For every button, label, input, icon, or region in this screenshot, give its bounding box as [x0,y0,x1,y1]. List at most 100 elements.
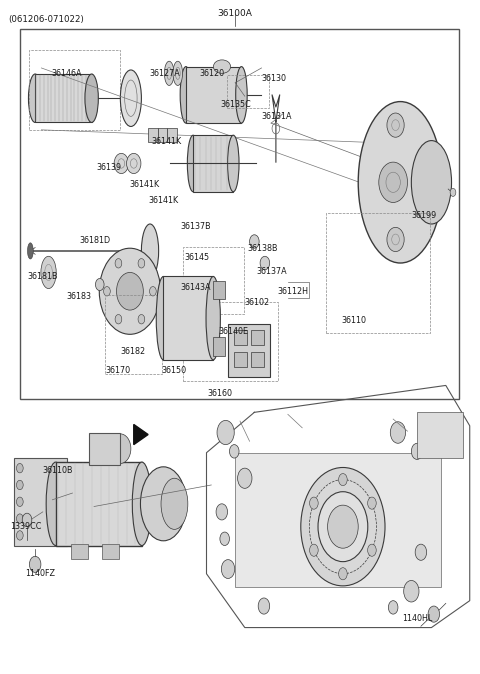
Circle shape [404,580,419,602]
Bar [29,51,120,130]
Ellipse shape [156,276,170,360]
Text: 36100A: 36100A [218,9,252,18]
Circle shape [104,286,110,296]
Circle shape [220,532,229,545]
Bar [182,302,278,381]
Text: 36181B: 36181B [27,272,58,281]
Circle shape [115,315,122,324]
Bar [89,433,120,465]
Bar [35,74,92,123]
Bar [326,213,430,333]
Ellipse shape [187,135,199,191]
Text: 36110B: 36110B [43,466,73,474]
Ellipse shape [180,67,192,123]
Bar [235,453,441,587]
Text: 1140FZ: 1140FZ [25,570,56,578]
Bar [105,295,162,374]
Text: 36143A: 36143A [180,282,211,292]
Text: 36127A: 36127A [149,69,180,78]
Circle shape [216,503,228,520]
Text: 36135C: 36135C [221,100,252,109]
Circle shape [16,514,23,523]
Ellipse shape [41,256,56,288]
Ellipse shape [120,70,142,127]
Text: 1339CC: 1339CC [10,522,42,531]
Bar [163,276,213,360]
Text: 36112H: 36112H [277,286,308,296]
Circle shape [99,248,160,334]
Text: 36183: 36183 [67,292,92,301]
Text: 36130: 36130 [262,73,287,82]
Circle shape [16,497,23,506]
Circle shape [318,492,368,561]
Text: 36160: 36160 [207,389,232,398]
Circle shape [338,474,347,486]
Text: 36120: 36120 [199,69,225,78]
Bar [234,353,247,367]
Bar [182,247,244,314]
Text: 36110: 36110 [341,316,366,326]
Circle shape [368,497,376,509]
Circle shape [310,497,318,509]
Ellipse shape [132,462,152,545]
Bar [157,129,167,142]
Polygon shape [134,425,148,445]
Text: 36137A: 36137A [257,267,288,276]
Text: 36199: 36199 [411,212,437,220]
Circle shape [115,259,122,268]
Circle shape [390,422,406,443]
Circle shape [238,468,252,489]
Ellipse shape [173,61,182,86]
Circle shape [450,188,456,196]
Circle shape [229,445,239,458]
Text: 1140HL: 1140HL [402,613,432,623]
Circle shape [117,272,144,310]
Ellipse shape [46,462,65,545]
Ellipse shape [164,61,174,86]
Text: 36141K: 36141K [152,137,181,146]
Circle shape [310,480,376,574]
Circle shape [217,421,234,445]
Text: 36181D: 36181D [80,236,111,245]
Bar [252,353,264,367]
Text: 36138B: 36138B [247,244,277,253]
Bar [252,330,264,345]
Circle shape [327,505,358,548]
Circle shape [338,568,347,580]
Text: 36137B: 36137B [180,222,211,231]
Ellipse shape [27,243,33,259]
Text: 36146A: 36146A [51,69,82,78]
Circle shape [16,464,23,473]
Circle shape [96,278,104,290]
Ellipse shape [206,276,220,360]
Text: 36170: 36170 [105,366,130,375]
Circle shape [16,481,23,490]
Circle shape [221,559,235,578]
Text: 36150: 36150 [161,366,187,375]
Circle shape [310,544,318,556]
Bar [20,29,459,399]
Ellipse shape [228,135,239,191]
Circle shape [250,235,259,248]
Ellipse shape [214,60,230,73]
Circle shape [150,286,156,296]
Ellipse shape [161,479,188,529]
Text: 36145: 36145 [184,253,209,262]
Bar [102,544,120,559]
Circle shape [127,154,141,174]
Bar [213,337,225,356]
Circle shape [388,601,398,614]
Bar [71,544,88,559]
Circle shape [387,113,404,137]
Text: 36102: 36102 [245,297,270,307]
Bar [56,462,142,545]
Bar [213,280,225,299]
Text: 36141K: 36141K [148,196,178,205]
Circle shape [138,315,145,324]
Ellipse shape [411,141,452,224]
Bar [167,129,177,142]
Circle shape [258,598,270,614]
Circle shape [368,544,376,556]
Circle shape [411,443,423,460]
Ellipse shape [236,67,247,123]
